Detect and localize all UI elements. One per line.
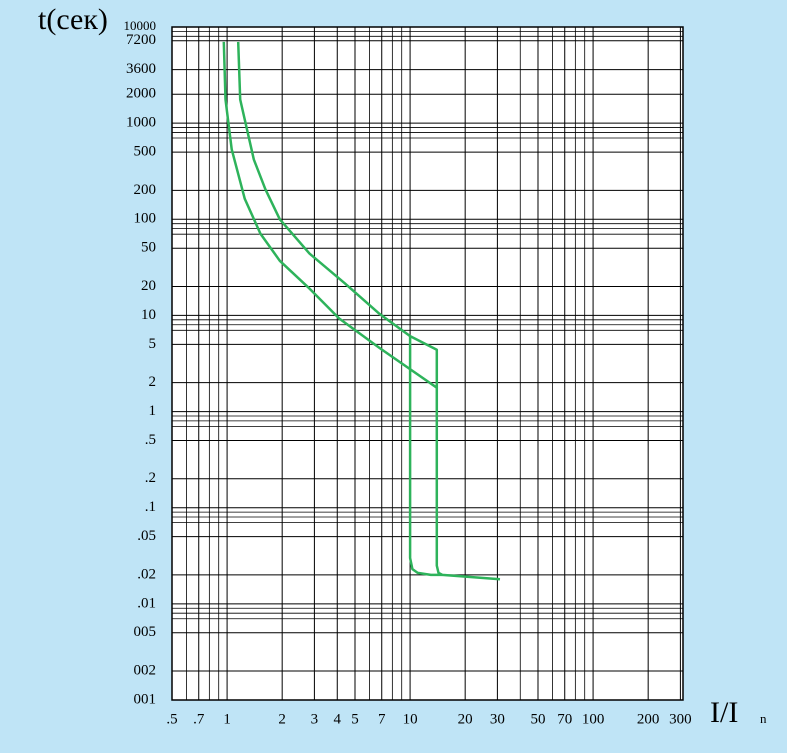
y-tick-label: 001 bbox=[134, 691, 157, 707]
y-tick-label: .05 bbox=[137, 528, 156, 544]
y-tick-label: 3600 bbox=[126, 61, 156, 77]
y-tick-label: 50 bbox=[141, 240, 156, 256]
y-tick-label: .5 bbox=[145, 432, 156, 448]
y-tick-label: 002 bbox=[134, 662, 157, 678]
y-tick-label: 005 bbox=[134, 624, 157, 640]
y-tick-label: 5 bbox=[149, 336, 157, 352]
y-tick-label: 10 bbox=[141, 307, 156, 323]
y-tick-label: .01 bbox=[137, 595, 156, 611]
y-tick-label: 10000 bbox=[124, 18, 157, 33]
x-tick-label: 30 bbox=[490, 711, 505, 727]
y-tick-label: .2 bbox=[145, 470, 156, 486]
x-tick-label: 4 bbox=[334, 711, 342, 727]
y-tick-label: .1 bbox=[145, 499, 156, 515]
x-tick-label: 5 bbox=[351, 711, 359, 727]
curve bbox=[222, 41, 438, 389]
plot-area bbox=[172, 27, 683, 700]
x-tick-label: .7 bbox=[193, 711, 205, 727]
y-tick-label: 1 bbox=[149, 403, 157, 419]
x-tick-label: 20 bbox=[458, 711, 473, 727]
x-tick-label: 300 bbox=[669, 711, 692, 727]
y-tick-label: 1000 bbox=[126, 115, 156, 131]
x-tick-label: 1 bbox=[223, 711, 231, 727]
x-tick-label: .5 bbox=[166, 711, 177, 727]
x-axis-label-sub: n bbox=[760, 711, 767, 726]
plot-border bbox=[171, 26, 684, 701]
y-tick-label: 2000 bbox=[126, 86, 156, 102]
x-tick-label: 7 bbox=[378, 711, 386, 727]
y-tick-label: 2 bbox=[149, 374, 157, 390]
y-tick-label: 200 bbox=[134, 182, 157, 198]
curve bbox=[236, 41, 501, 581]
curve bbox=[408, 336, 443, 577]
x-tick-label: 200 bbox=[637, 711, 660, 727]
x-axis-label: I/I bbox=[710, 696, 738, 729]
y-tick-label: .02 bbox=[137, 566, 156, 582]
x-tick-label: 70 bbox=[557, 711, 572, 727]
y-tick-label: 100 bbox=[134, 211, 157, 227]
y-axis-label: t(сек) bbox=[38, 3, 108, 36]
y-tick-label: 7200 bbox=[126, 32, 156, 48]
x-tick-label: 3 bbox=[311, 711, 319, 727]
y-tick-label: 500 bbox=[134, 144, 157, 160]
x-tick-label: 50 bbox=[530, 711, 545, 727]
x-tick-label: 2 bbox=[278, 711, 286, 727]
x-tick-label: 100 bbox=[582, 711, 605, 727]
x-tick-label: 10 bbox=[403, 711, 418, 727]
y-tick-label: 20 bbox=[141, 278, 156, 294]
